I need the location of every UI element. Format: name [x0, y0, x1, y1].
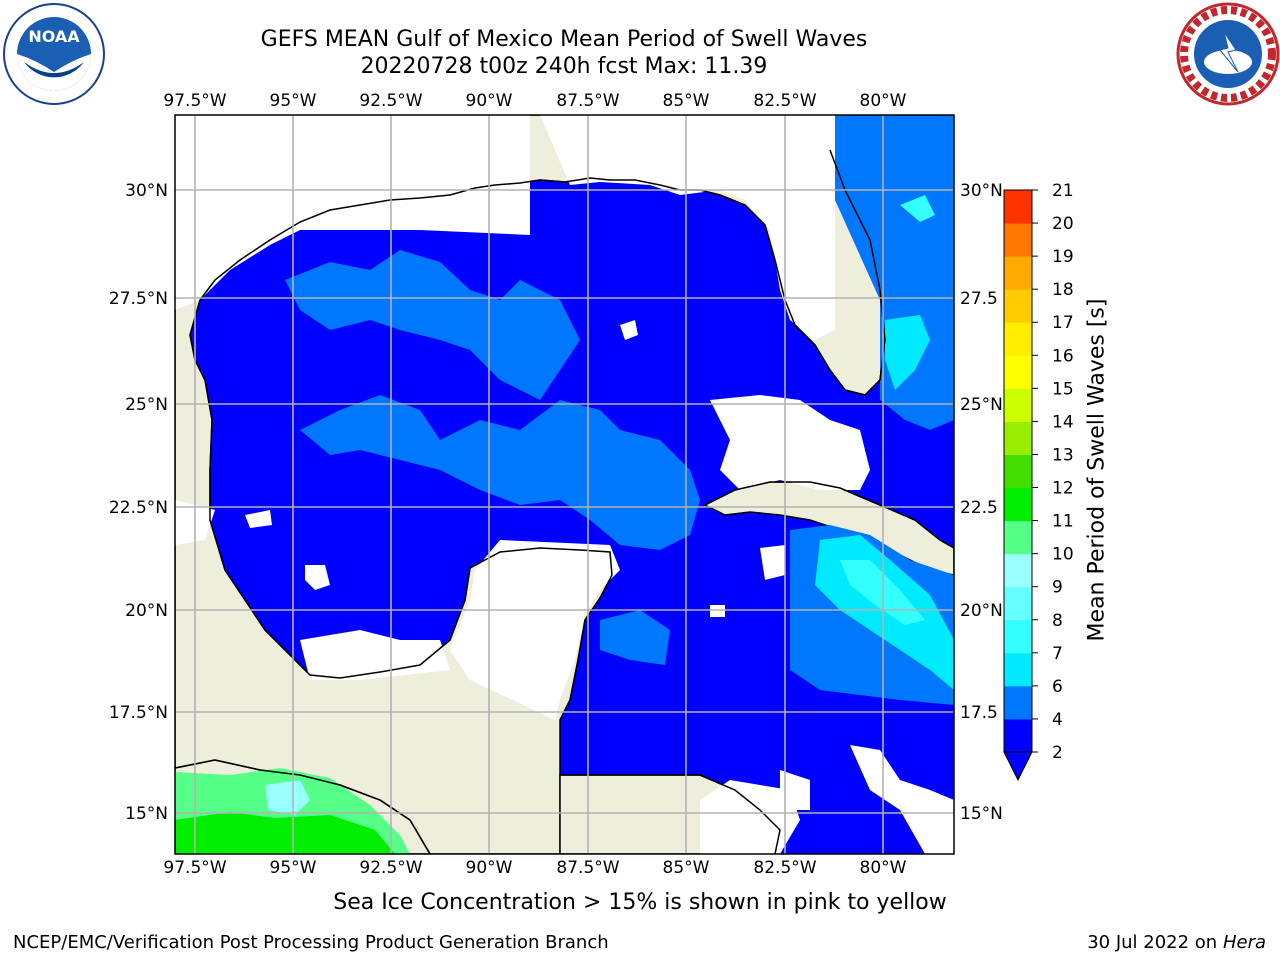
colorbar-segment — [1004, 355, 1032, 389]
colorbar-segment — [1004, 718, 1032, 753]
colorbar-tick-label: 14 — [1052, 412, 1074, 432]
colorbar: 2 4 6 7 8 9 10 11 12 13 14 15 16 17 18 19 20 21 — [1003, 181, 1074, 782]
lat-label-left: 20°N — [125, 601, 168, 621]
lat-label-left: 22.5°N — [109, 498, 168, 518]
lon-label-bottom: 95°W — [270, 858, 317, 878]
lon-label-top: 90°W — [466, 91, 513, 111]
lon-label-top: 92.5°W — [359, 91, 422, 111]
nws-logo — [1176, 2, 1280, 106]
colorbar-segment — [1004, 256, 1032, 290]
lon-label-top: 87.5°W — [556, 91, 619, 111]
colorbar-segment — [1004, 289, 1032, 323]
colorbar-segment — [1004, 421, 1032, 455]
colorbar-extend-arrow — [1003, 751, 1033, 782]
lon-label-bottom: 87.5°W — [556, 858, 619, 878]
colorbar-tick-label: 20 — [1052, 214, 1074, 234]
colorbar-tick-label: 19 — [1052, 247, 1074, 267]
colorbar-tick-label: 18 — [1052, 280, 1074, 300]
lat-label-left: 30°N — [125, 181, 168, 201]
colorbar-tick-label: 9 — [1052, 578, 1063, 598]
footer-credit: NCEP/EMC/Verification Post Processing Pr… — [13, 932, 609, 953]
lon-label-bottom: 90°W — [466, 858, 513, 878]
colorbar-tick-label: 2 — [1052, 743, 1063, 763]
lat-label-right: 20°N — [960, 601, 1003, 621]
no-data-areas — [175, 115, 954, 854]
lon-label-top: 95°W — [270, 91, 317, 111]
footer-machine: Hera — [1222, 932, 1266, 953]
lat-label-left: 15°N — [125, 804, 168, 824]
colorbar-tick-label: 8 — [1052, 611, 1063, 631]
colorbar-tick-label: 11 — [1052, 512, 1074, 532]
colorbar-tick-label: 21 — [1052, 181, 1074, 201]
lat-label-right: 22.5 — [960, 498, 998, 518]
colorbar-segment — [1004, 520, 1032, 555]
lat-label-right: 25°N — [960, 395, 1003, 415]
lon-label-top: 80°W — [860, 91, 907, 111]
colorbar-tick-label: 15 — [1052, 379, 1074, 399]
svg-text:NOAA: NOAA — [28, 27, 80, 46]
lat-label-left: 27.5°N — [109, 289, 168, 309]
lat-label-right: 17.5 — [960, 703, 998, 723]
colorbar-segment — [1004, 388, 1032, 422]
colorbar-label: Mean Period of Swell Waves [s] — [1084, 298, 1110, 642]
lat-label-left: 25°N — [125, 395, 168, 415]
lat-label-right: 30°N — [960, 181, 1003, 201]
lon-label-bottom: 82.5°W — [753, 858, 816, 878]
colorbar-segment — [1004, 454, 1032, 489]
colorbar-frame — [1003, 189, 1033, 753]
colorbar-tick-label: 7 — [1052, 644, 1063, 664]
lon-label-bottom: 92.5°W — [359, 858, 422, 878]
map-frame — [174, 114, 955, 855]
colorbar-tick-label: 10 — [1052, 545, 1074, 565]
lon-label-top: 97.5°W — [163, 91, 226, 111]
lat-label-left: 17.5°N — [109, 703, 168, 723]
lon-label-top: 82.5°W — [753, 91, 816, 111]
colorbar-segment — [1004, 586, 1032, 621]
gridlines — [175, 115, 954, 854]
colorbar-segment — [1004, 619, 1032, 654]
colorbar-segment — [1004, 190, 1032, 224]
lon-label-bottom: 85°W — [663, 858, 710, 878]
noaa-logo: NOAA — [3, 3, 105, 105]
colorbar-tick-label: 12 — [1052, 479, 1074, 499]
colorbar-tick-label: 4 — [1052, 710, 1063, 730]
lat-label-right: 15°N — [960, 804, 1003, 824]
colorbar-segment — [1004, 553, 1032, 588]
colorbar-segment — [1004, 652, 1032, 687]
colorbar-segment — [1004, 223, 1032, 257]
colorbar-tick-label: 13 — [1052, 445, 1074, 465]
coastlines — [175, 149, 954, 854]
lon-label-top: 85°W — [663, 91, 710, 111]
lat-label-right: 27.5 — [960, 289, 998, 309]
colorbar-segment — [1004, 685, 1032, 720]
map-subtitle: 20220728 t00z 240h fcst Max: 11.39 — [360, 54, 768, 79]
colorbar-tick-label: 6 — [1052, 677, 1063, 697]
colorbar-segment — [1004, 487, 1032, 522]
colorbar-tick-label: 16 — [1052, 346, 1074, 366]
map-title: GEFS MEAN Gulf of Mexico Mean Period of … — [260, 27, 868, 52]
lon-label-bottom: 97.5°W — [163, 858, 226, 878]
footer-date: 30 Jul 2022 on Hera — [1087, 932, 1266, 953]
colorbar-segment — [1004, 322, 1032, 356]
map-fields — [175, 115, 954, 854]
lon-label-bottom: 80°W — [860, 858, 907, 878]
caption: Sea Ice Concentration > 15% is shown in … — [333, 890, 947, 915]
footer-date-text: 30 Jul 2022 on — [1087, 932, 1223, 953]
colorbar-tick-label: 17 — [1052, 313, 1074, 333]
